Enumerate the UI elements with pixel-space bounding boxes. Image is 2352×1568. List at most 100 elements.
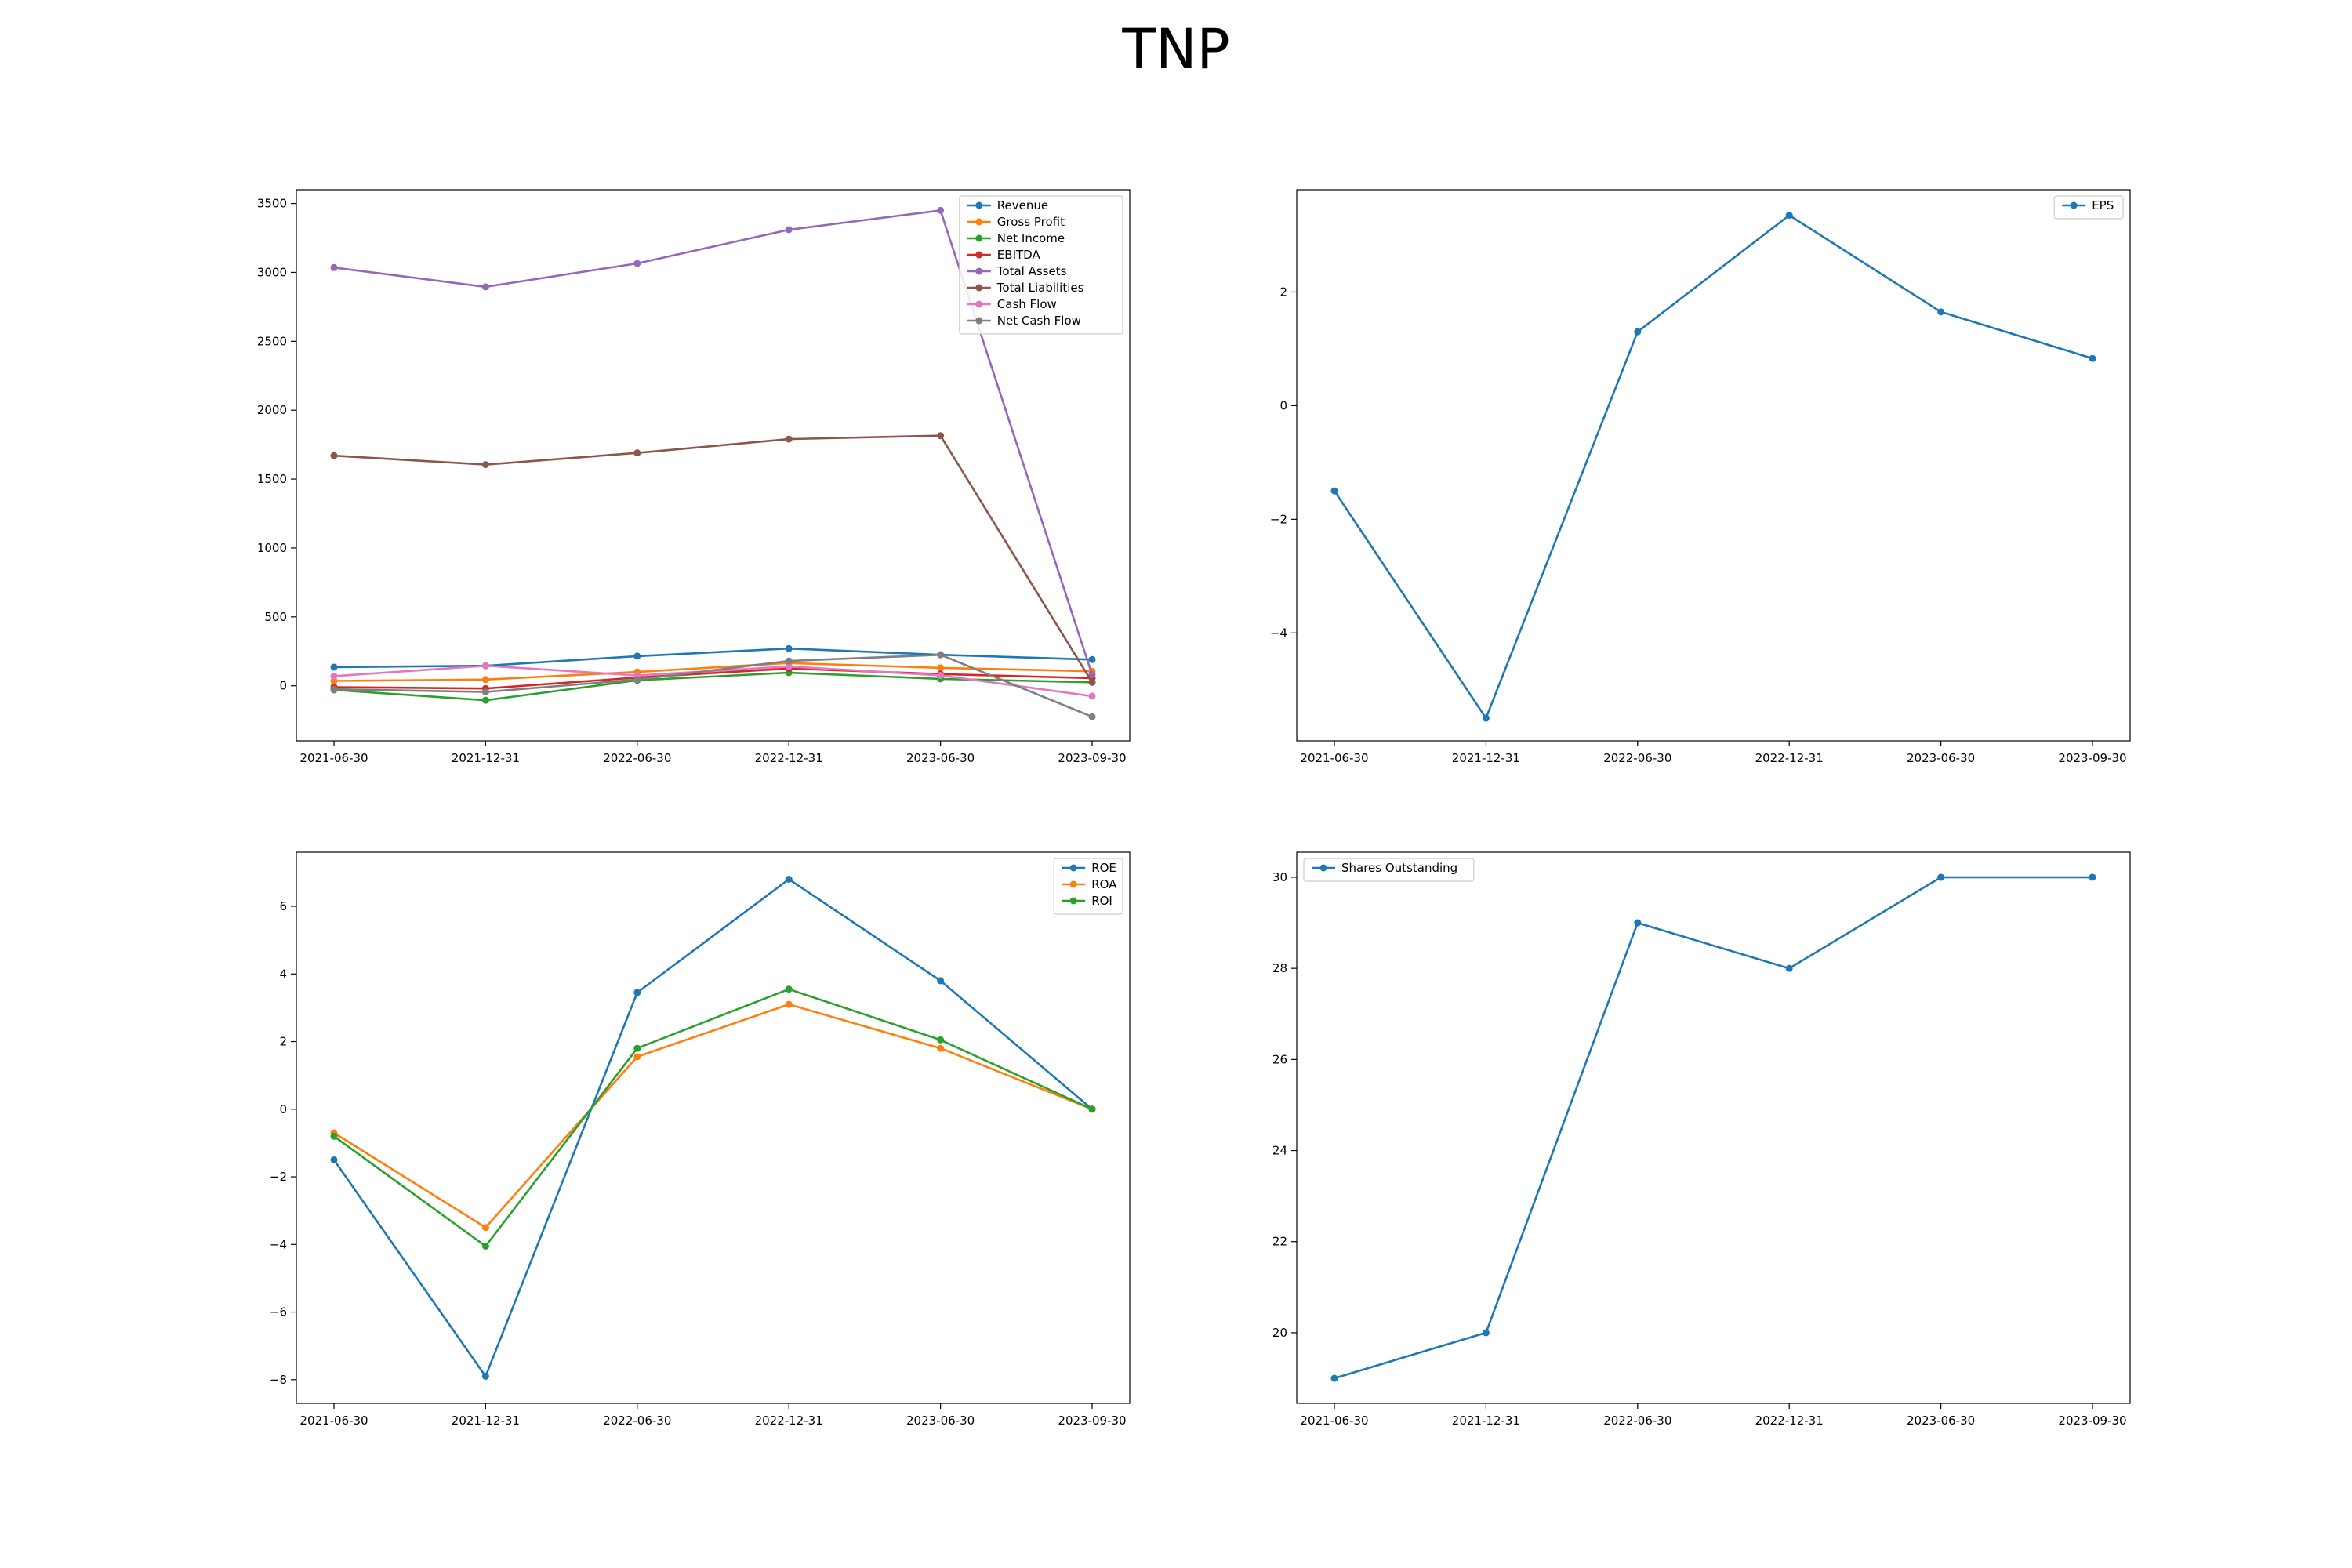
- x-tick-label: 2021-12-31: [1452, 1414, 1520, 1428]
- x-tick-label: 2022-06-30: [1603, 1414, 1671, 1428]
- series-line-total-liabilities: [333, 434, 1094, 683]
- x-tick-label: 2022-12-31: [755, 1414, 823, 1428]
- eps-chart: 2021-06-30 2021-12-31 2022-06-30 2022-12-31…: [1270, 189, 2131, 765]
- y-tick-label: 1500: [257, 472, 287, 486]
- data-point: [1634, 919, 1642, 927]
- legend-box: [959, 195, 1123, 335]
- y-tick-label: 3000: [257, 265, 287, 279]
- y-tick-label: 4: [279, 967, 287, 981]
- data-point: [1937, 873, 1945, 881]
- data-point: [1634, 328, 1642, 336]
- plot-frame: [1296, 189, 2131, 742]
- series-line-eps: [1333, 214, 2093, 720]
- x-tick-label: 2021-06-30: [299, 1414, 368, 1428]
- x-tick-label: 2021-12-31: [452, 751, 520, 765]
- data-point: [633, 676, 641, 684]
- legend: Revenue Gross Profit Net Income EBITDA Total…: [959, 195, 1123, 335]
- legend-label: EBITDA: [997, 248, 1041, 262]
- data-point: [1785, 964, 1793, 972]
- legend-marker: [975, 201, 983, 209]
- y-tick-label: 2000: [257, 403, 287, 417]
- legend: ROE ROA ROI: [1053, 858, 1123, 915]
- y-tick-label: 500: [264, 610, 287, 624]
- data-point: [937, 651, 945, 659]
- data-point: [1482, 714, 1490, 722]
- data-point: [481, 1242, 489, 1250]
- data-point: [1088, 713, 1096, 720]
- data-point: [937, 1036, 945, 1044]
- data-point: [481, 461, 489, 469]
- legend-label: Total Assets: [996, 264, 1067, 278]
- y-tick-label: −6: [270, 1305, 287, 1319]
- legend-marker: [1069, 880, 1077, 888]
- y-tick-label: 0: [279, 679, 287, 693]
- legend-marker: [975, 284, 983, 292]
- data-point: [785, 662, 793, 670]
- legend-marker: [1069, 897, 1077, 905]
- legend-label: Shares Outstanding: [1341, 861, 1457, 875]
- x-tick-label: 2023-09-30: [1058, 751, 1126, 765]
- legend: Shares Outstanding: [1303, 858, 1475, 882]
- y-tick-label: 0: [1279, 398, 1287, 412]
- x-tick-label: 2023-06-30: [1907, 751, 1975, 765]
- data-point: [1482, 1329, 1490, 1337]
- data-point: [1088, 678, 1096, 686]
- shares-outstanding-chart: 2021-06-30 2021-12-31 2022-06-30 2022-12-31…: [1272, 851, 2131, 1428]
- plot-frame: [296, 189, 1131, 742]
- legend-label: Cash Flow: [997, 297, 1057, 311]
- data-point: [1330, 1374, 1338, 1382]
- data-point: [481, 662, 489, 670]
- data-point: [1088, 655, 1096, 663]
- x-tick-label: 2022-06-30: [1603, 751, 1671, 765]
- data-point: [1088, 671, 1096, 679]
- series-line-net-cash-flow: [333, 653, 1093, 718]
- y-tick-label: 22: [1272, 1235, 1287, 1249]
- y-tick-label: 30: [1272, 870, 1287, 884]
- legend-marker: [975, 267, 983, 275]
- data-point: [1330, 487, 1338, 495]
- legend-marker: [975, 317, 983, 325]
- data-point: [937, 1044, 945, 1052]
- y-tick-label: 24: [1272, 1144, 1287, 1158]
- x-tick-label: 2022-12-31: [755, 751, 823, 765]
- y-tick-label: 2: [279, 1035, 287, 1049]
- x-tick-label: 2021-06-30: [299, 751, 368, 765]
- series-line-shares-outstanding: [1334, 876, 2092, 1380]
- x-tick-label: 2021-06-30: [1300, 751, 1368, 765]
- data-point: [633, 652, 641, 660]
- data-point: [481, 1372, 489, 1380]
- y-tick-label: 6: [279, 899, 287, 913]
- data-point: [633, 260, 641, 267]
- legend-box: [2053, 195, 2124, 220]
- series-line-ebitda: [333, 667, 1093, 690]
- data-point: [2089, 354, 2096, 362]
- plot-frame: [296, 851, 1131, 1404]
- data-point: [1937, 308, 1945, 316]
- x-tick-label: 2023-09-30: [2058, 751, 2126, 765]
- x-tick-label: 2023-06-30: [906, 1414, 975, 1428]
- x-tick-label: 2023-06-30: [1907, 1414, 1975, 1428]
- legend-marker: [1069, 864, 1077, 872]
- legend-label: Net Income: [997, 231, 1065, 245]
- x-tick-label: 2021-12-31: [452, 1414, 520, 1428]
- returns-chart: 2021-06-30 2021-12-31 2022-06-30 2022-12-31…: [270, 851, 1131, 1428]
- legend-label: ROE: [1091, 861, 1116, 875]
- x-tick-label: 2023-06-30: [906, 751, 975, 765]
- data-point: [330, 685, 338, 693]
- x-tick-label: 2021-12-31: [1452, 751, 1520, 765]
- data-point: [633, 989, 641, 996]
- x-tick-label: 2022-06-30: [603, 751, 671, 765]
- legend-label: Total Liabilities: [996, 281, 1084, 295]
- y-tick-label: −4: [270, 1237, 287, 1251]
- x-tick-label: 2023-09-30: [2058, 1414, 2126, 1428]
- page-title: TNP: [1122, 17, 1230, 82]
- series-line-roe: [332, 878, 1093, 1377]
- data-point: [330, 663, 338, 671]
- data-point: [937, 672, 945, 680]
- x-tick-label: 2022-12-31: [1755, 1414, 1824, 1428]
- series-line-gross-profit: [333, 662, 1093, 682]
- y-tick-label: 26: [1272, 1052, 1287, 1066]
- data-point: [1785, 212, 1793, 220]
- data-point: [330, 677, 338, 685]
- y-tick-label: 0: [279, 1102, 287, 1116]
